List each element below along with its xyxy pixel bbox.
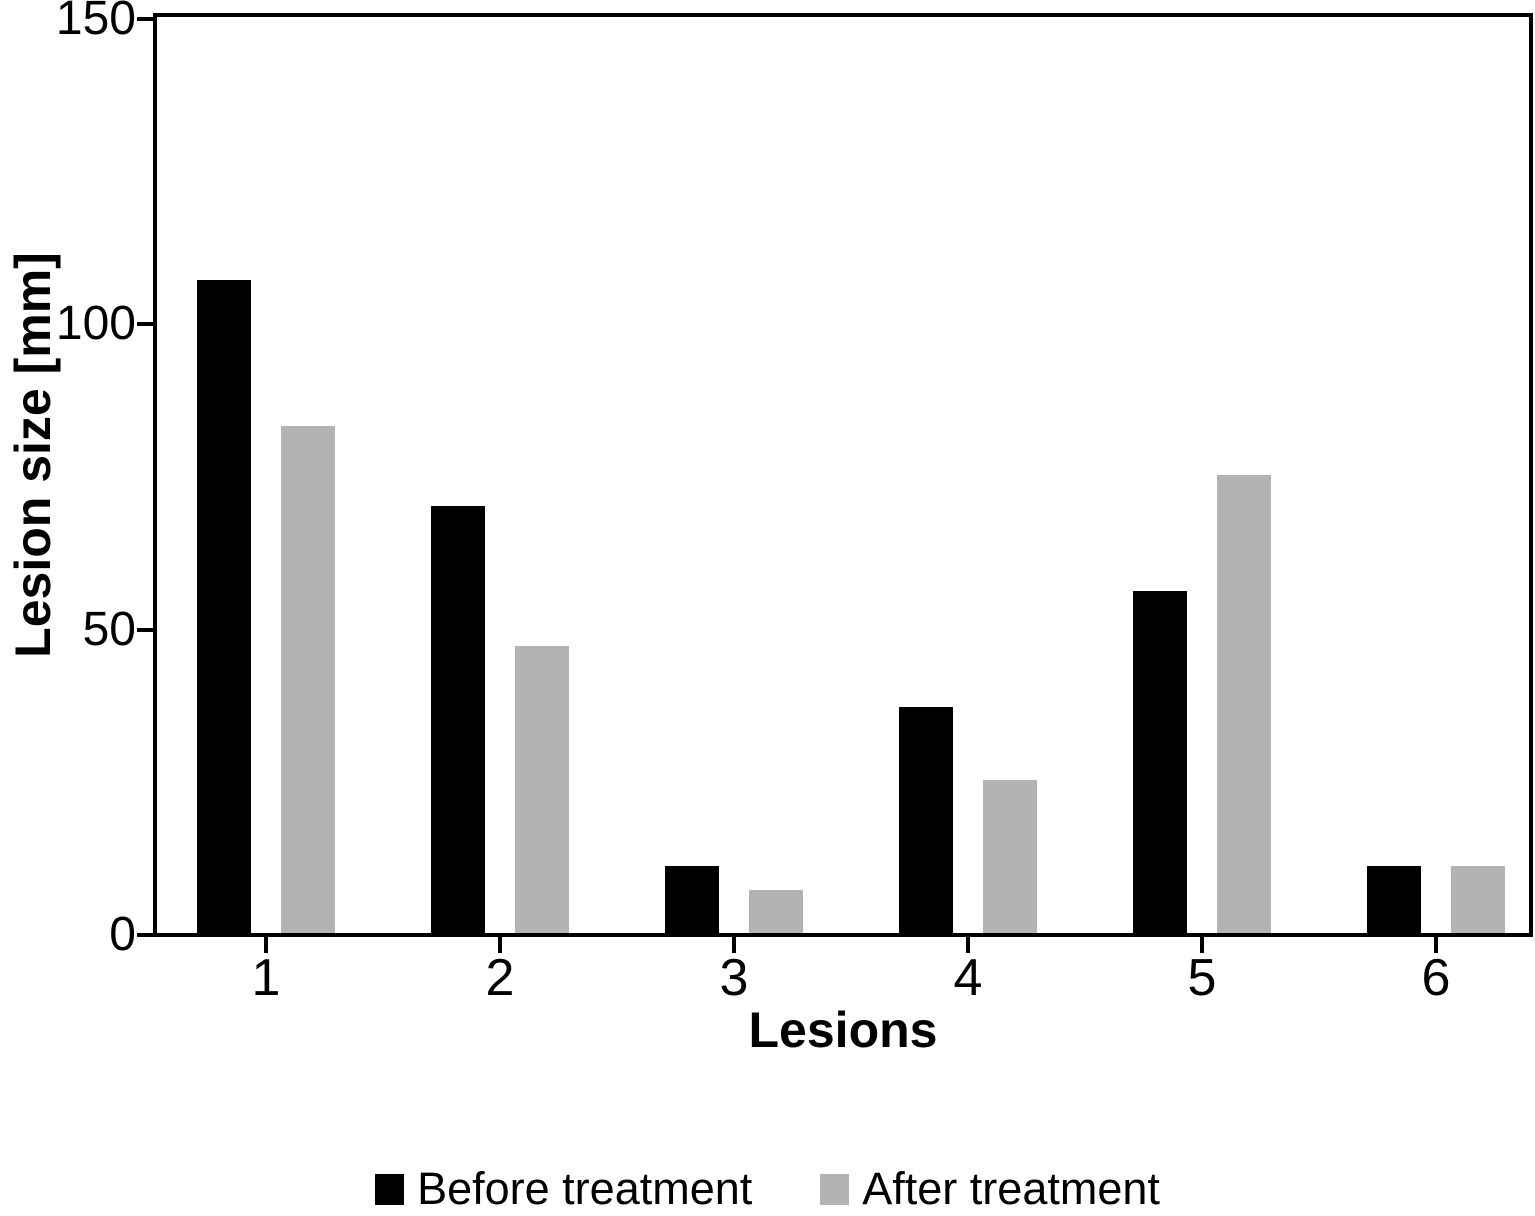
y-tick-100 <box>137 322 153 326</box>
x-tick-label-6: 6 <box>1421 949 1451 1007</box>
y-tick-label-150: 150 <box>55 0 136 45</box>
x-tick-label-5: 5 <box>1187 949 1217 1007</box>
y-tick-label-0: 0 <box>109 908 136 961</box>
bar-after-2 <box>515 646 569 933</box>
y-tick-0 <box>137 933 153 937</box>
x-tick-1 <box>264 937 268 953</box>
legend-label-before: Before treatment <box>417 1163 753 1214</box>
legend-item-before: Before treatment <box>375 1163 752 1215</box>
y-axis-title: Lesion size [mm] <box>5 252 61 658</box>
bar-after-1 <box>281 426 335 933</box>
y-tick-50 <box>137 628 153 632</box>
plot-area <box>153 13 1533 937</box>
bar-before-1 <box>197 280 251 933</box>
bar-before-6 <box>1367 866 1421 933</box>
bar-after-4 <box>983 780 1037 933</box>
x-tick-3 <box>732 937 736 953</box>
legend-label-after: After treatment <box>862 1163 1160 1214</box>
x-axis-title: Lesions <box>748 1002 938 1058</box>
bar-before-4 <box>899 707 953 933</box>
x-tick-4 <box>966 937 970 953</box>
bars-container <box>157 17 1529 933</box>
y-tick-label-100: 100 <box>55 297 136 350</box>
bar-before-5 <box>1133 591 1187 933</box>
x-tick-2 <box>498 937 502 953</box>
x-tick-label-4: 4 <box>953 949 983 1007</box>
x-tick-label-3: 3 <box>719 949 749 1007</box>
y-tick-label-50: 50 <box>82 603 136 656</box>
bar-before-3 <box>665 866 719 933</box>
bar-after-3 <box>749 890 803 933</box>
bar-after-5 <box>1217 475 1271 933</box>
x-tick-6 <box>1434 937 1438 953</box>
x-tick-label-2: 2 <box>485 949 515 1007</box>
bar-before-2 <box>431 506 485 933</box>
legend-swatch-after <box>820 1173 850 1205</box>
bar-after-6 <box>1451 866 1505 933</box>
y-tick-150 <box>137 17 153 21</box>
legend-item-after: After treatment <box>820 1163 1160 1215</box>
x-tick-label-1: 1 <box>251 949 281 1007</box>
x-tick-5 <box>1200 937 1204 953</box>
legend-swatch-before <box>375 1173 405 1205</box>
legend: Before treatment After treatment <box>0 1163 1535 1215</box>
